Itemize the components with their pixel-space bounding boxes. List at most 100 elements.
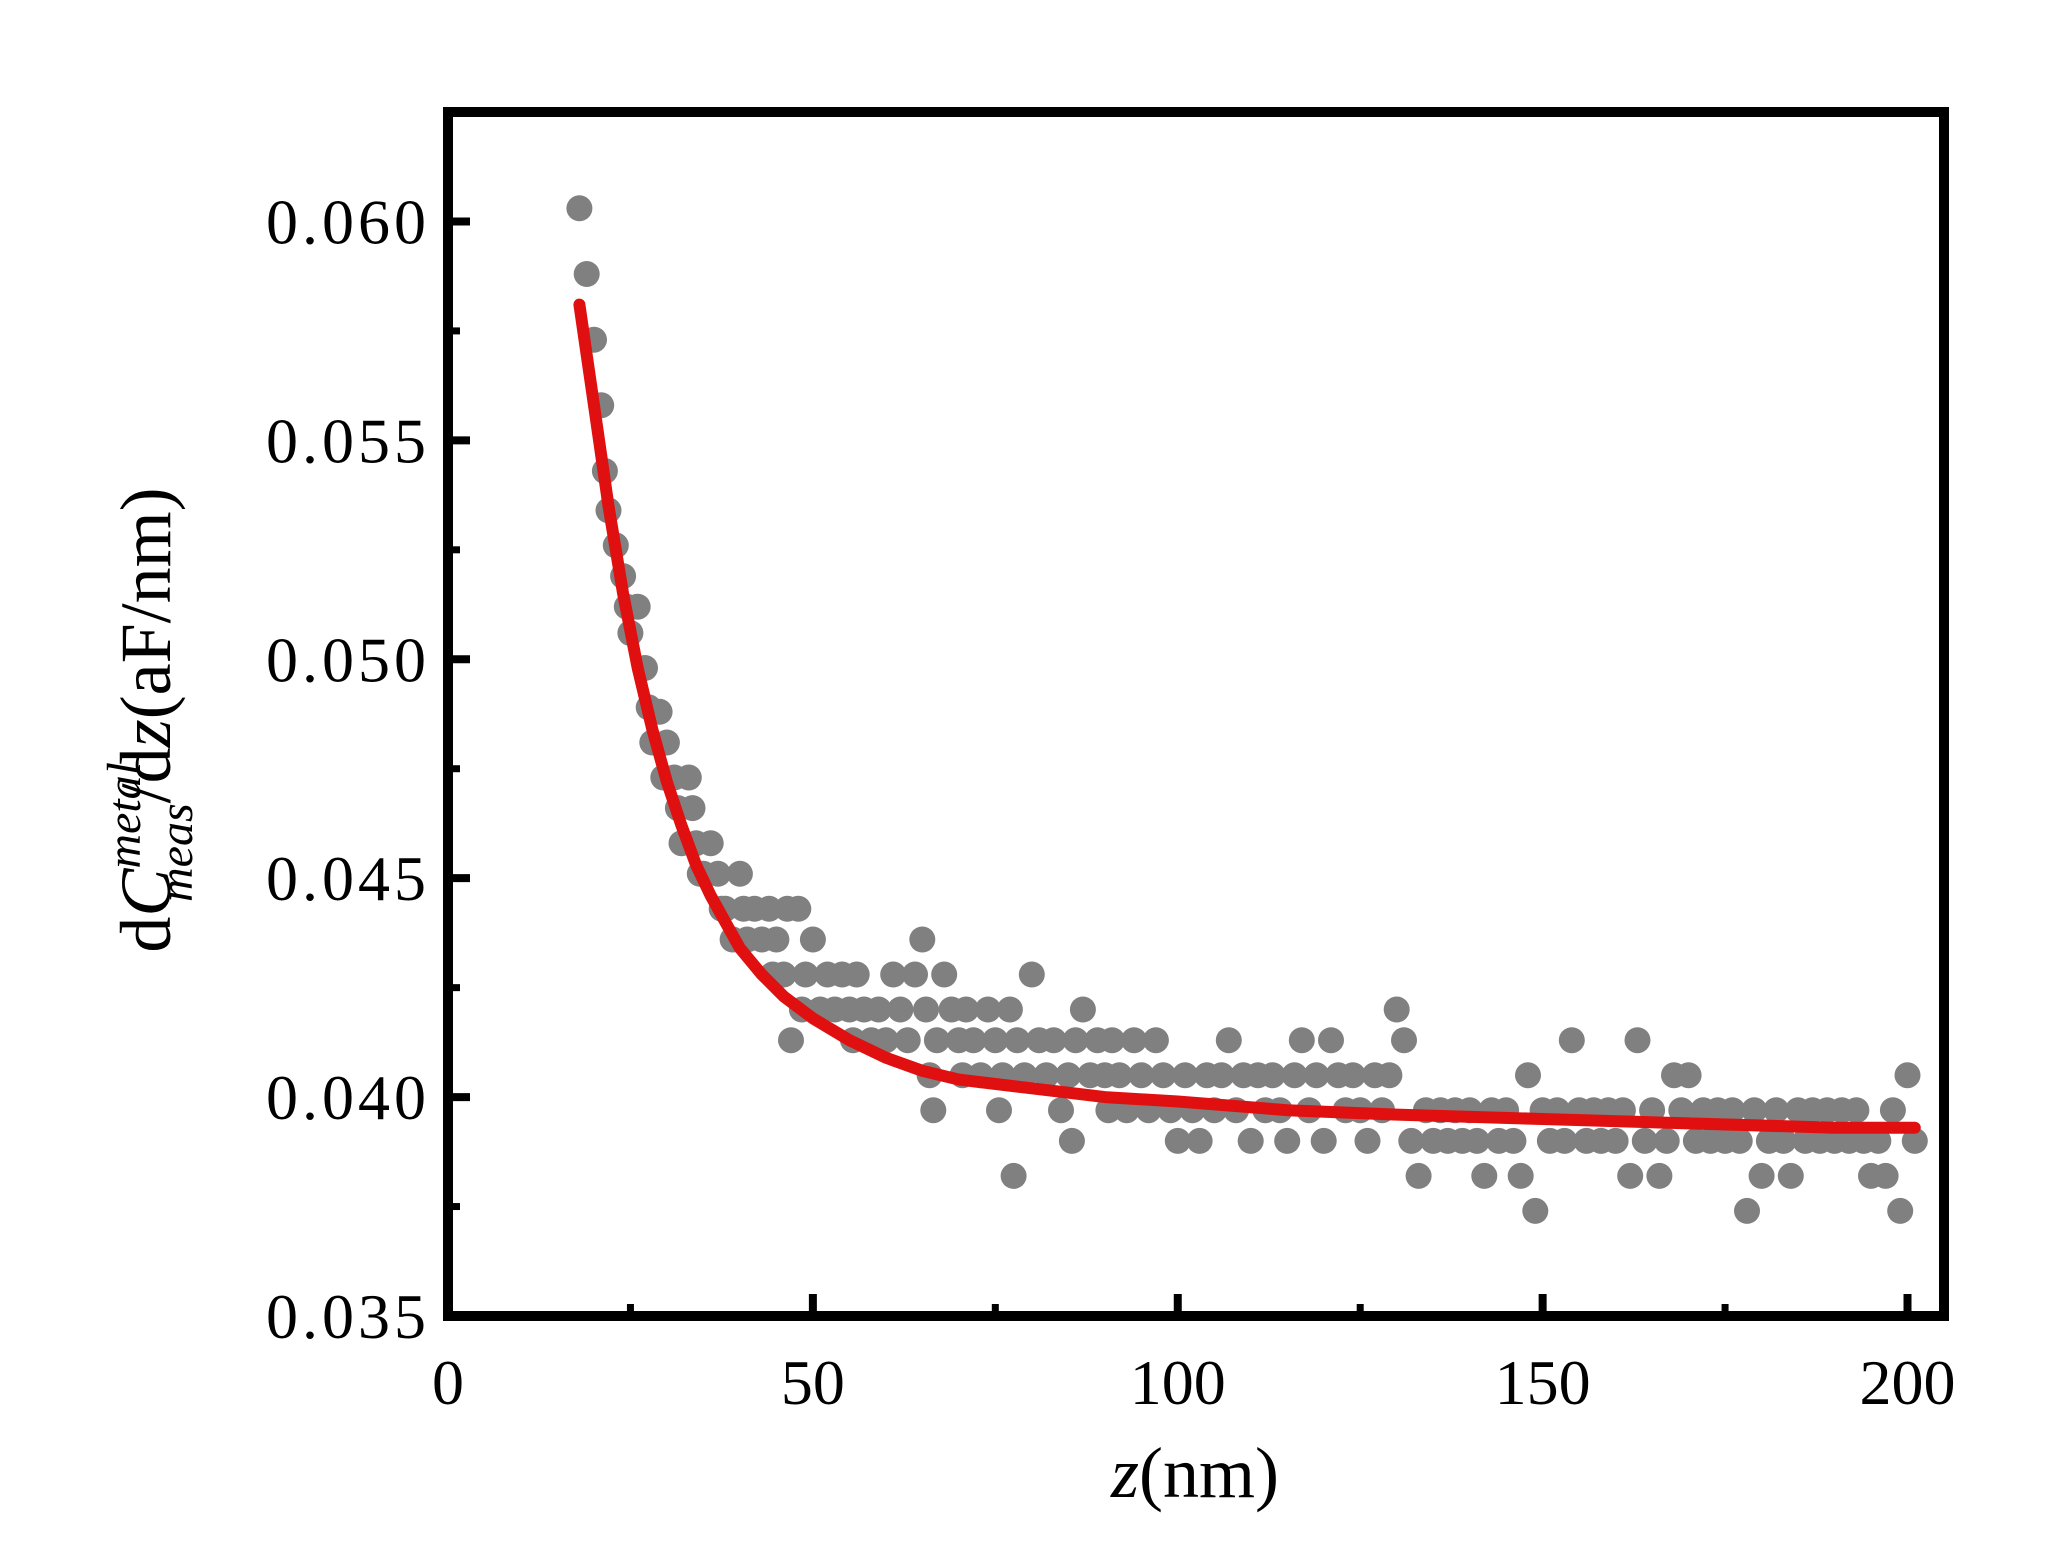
data-point — [1500, 1127, 1527, 1154]
data-point — [1339, 1062, 1366, 1089]
data-point — [1624, 1027, 1651, 1054]
data-point — [1055, 1062, 1082, 1089]
data-point — [1018, 961, 1045, 988]
y-axis-z: z — [106, 719, 186, 748]
data-point — [1719, 1097, 1746, 1124]
data-point — [697, 830, 724, 857]
data-point — [920, 1097, 947, 1124]
data-point — [909, 926, 936, 953]
data-point — [1106, 1062, 1133, 1089]
tick-labels: 0 50 100 150 200 0.035 0.040 0.045 0.050 0.055 0.0… — [266, 186, 1956, 1418]
data-point — [1602, 1127, 1629, 1154]
data-point — [1274, 1127, 1301, 1154]
data-point — [1879, 1097, 1906, 1124]
data-point — [792, 961, 819, 988]
data-point — [1033, 1062, 1060, 1089]
y-tick-label: 0.040 — [266, 1062, 430, 1133]
data-point — [1172, 1062, 1199, 1089]
data-point — [1865, 1127, 1892, 1154]
data-point — [894, 1027, 921, 1054]
data-point — [1215, 1027, 1242, 1054]
data-point — [1186, 1127, 1213, 1154]
plot-frame — [443, 107, 1949, 1321]
data-point — [1121, 1027, 1147, 1054]
data-point — [1237, 1127, 1264, 1154]
data-point — [1894, 1062, 1921, 1089]
data-point — [923, 1027, 950, 1054]
data-point — [1391, 1027, 1417, 1054]
data-point — [1748, 1162, 1775, 1189]
data-point — [778, 1027, 804, 1054]
data-point — [887, 996, 914, 1023]
data-point — [931, 961, 958, 988]
data-point — [1558, 1027, 1585, 1054]
x-tick-label: 100 — [1130, 1347, 1226, 1418]
data-point — [865, 996, 892, 1023]
data-point — [1318, 1027, 1344, 1054]
data-point — [1000, 1162, 1027, 1189]
y-axis-d1: d — [106, 917, 186, 953]
data-point — [1128, 1062, 1155, 1089]
data-point — [1383, 996, 1410, 1023]
data-point — [675, 764, 702, 791]
data-point — [1872, 1162, 1899, 1189]
data-point — [1062, 1027, 1089, 1054]
data-point — [986, 1097, 1012, 1124]
data-point — [1507, 1162, 1534, 1189]
data-point — [1777, 1162, 1804, 1189]
y-tick-label: 0.060 — [266, 186, 430, 257]
data-point — [872, 1027, 899, 1054]
axis-ticks — [444, 217, 1912, 1320]
y-tick-label: 0.045 — [266, 843, 430, 914]
data-point — [1887, 1197, 1914, 1224]
data-point — [1150, 1062, 1177, 1089]
data-point — [1398, 1127, 1425, 1154]
data-point — [1376, 1062, 1403, 1089]
data-point — [1522, 1197, 1549, 1224]
data-point — [1405, 1162, 1432, 1189]
data-point — [1099, 1027, 1126, 1054]
x-axis-title: z(nm) — [1110, 1433, 1279, 1513]
y-axis-unit: (aF/nm) — [106, 487, 186, 719]
data-point — [1770, 1127, 1797, 1154]
data-point — [1208, 1062, 1235, 1089]
data-point — [1288, 1027, 1315, 1054]
data-point — [975, 996, 1001, 1023]
data-point — [679, 795, 706, 822]
x-tick-label: 200 — [1860, 1347, 1956, 1418]
data-point — [1646, 1162, 1673, 1189]
data-point — [726, 860, 753, 887]
data-point — [1303, 1062, 1330, 1089]
data-point — [1843, 1097, 1870, 1124]
data-point — [996, 996, 1023, 1023]
data-point — [566, 195, 593, 222]
data-point — [960, 1027, 987, 1054]
y-tick-label: 0.050 — [266, 624, 430, 695]
data-point — [1354, 1127, 1381, 1154]
data-point — [1281, 1062, 1308, 1089]
data-point — [705, 860, 731, 887]
data-point — [1734, 1197, 1760, 1224]
data-point — [1464, 1127, 1490, 1154]
data-point — [1058, 1127, 1085, 1154]
data-point — [1040, 1027, 1067, 1054]
data-point — [1668, 1097, 1695, 1124]
x-tick-label: 50 — [781, 1347, 845, 1418]
data-point — [953, 996, 980, 1023]
x-axis-unit: (nm) — [1139, 1433, 1279, 1513]
data-point — [1653, 1127, 1680, 1154]
data-point — [1515, 1062, 1541, 1089]
data-point — [1259, 1062, 1286, 1089]
x-tick-label: 0 — [432, 1347, 464, 1418]
data-point — [1551, 1127, 1578, 1154]
data-point — [843, 961, 870, 988]
data-point — [902, 961, 928, 988]
data-point — [1164, 1127, 1191, 1154]
data-point — [1675, 1062, 1702, 1089]
x-tick-label: 150 — [1495, 1347, 1591, 1418]
y-axis-sup: metal — [98, 762, 151, 869]
scatter-series — [566, 195, 1928, 1224]
data-point — [1048, 1097, 1074, 1124]
data-point — [1069, 996, 1096, 1023]
